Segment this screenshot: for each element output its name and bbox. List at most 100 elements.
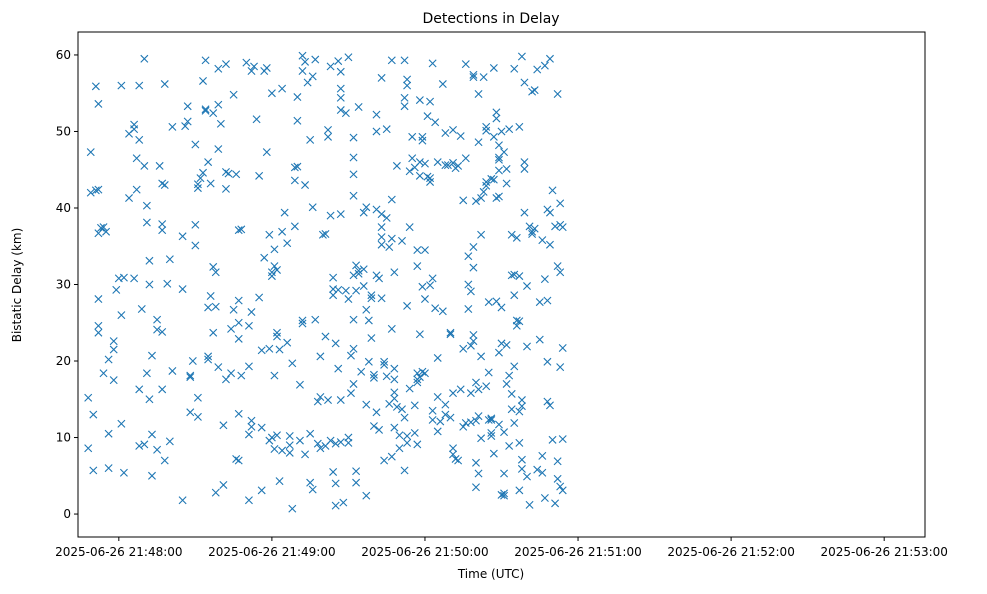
data-point bbox=[466, 287, 475, 296]
data-point bbox=[556, 363, 565, 372]
data-point bbox=[96, 223, 105, 232]
data-point bbox=[86, 148, 95, 157]
data-point bbox=[377, 73, 386, 82]
data-point bbox=[104, 429, 113, 438]
data-point bbox=[372, 127, 381, 136]
data-point bbox=[459, 344, 468, 353]
data-point bbox=[359, 208, 368, 217]
data-point bbox=[336, 396, 345, 405]
data-point bbox=[479, 187, 488, 196]
data-point bbox=[377, 210, 386, 219]
data-point bbox=[94, 229, 103, 238]
data-point bbox=[326, 211, 335, 220]
data-point bbox=[474, 412, 483, 421]
data-point bbox=[466, 418, 475, 427]
data-point bbox=[441, 129, 450, 137]
data-point bbox=[160, 80, 169, 89]
data-point bbox=[375, 425, 384, 434]
data-point bbox=[247, 422, 256, 431]
data-point bbox=[344, 433, 353, 442]
data-point bbox=[357, 367, 366, 376]
data-point bbox=[364, 357, 373, 366]
data-point bbox=[520, 164, 529, 173]
data-point bbox=[293, 116, 302, 125]
data-point bbox=[471, 378, 480, 387]
data-point bbox=[413, 262, 422, 271]
data-point bbox=[349, 153, 358, 162]
data-point bbox=[206, 291, 215, 300]
data-point bbox=[216, 119, 225, 128]
data-point bbox=[283, 239, 292, 248]
data-point bbox=[420, 159, 429, 168]
data-point bbox=[334, 57, 343, 66]
data-point bbox=[408, 132, 417, 141]
data-point bbox=[410, 401, 419, 410]
data-point bbox=[494, 166, 503, 175]
data-point bbox=[403, 301, 412, 310]
data-point bbox=[204, 303, 213, 312]
data-point bbox=[380, 357, 389, 366]
data-point bbox=[199, 168, 207, 177]
data-point bbox=[413, 378, 422, 387]
data-point bbox=[418, 136, 427, 145]
data-point bbox=[334, 285, 343, 294]
data-point bbox=[449, 158, 458, 167]
data-point bbox=[471, 416, 480, 425]
data-point bbox=[206, 179, 215, 188]
data-point bbox=[510, 64, 519, 73]
data-point bbox=[229, 90, 238, 99]
data-point bbox=[163, 279, 172, 288]
data-point bbox=[130, 120, 139, 129]
data-point bbox=[306, 135, 315, 144]
data-point bbox=[364, 316, 373, 325]
data-point bbox=[352, 478, 361, 487]
data-point bbox=[209, 262, 218, 271]
data-point bbox=[538, 468, 547, 477]
data-point bbox=[543, 357, 552, 366]
data-point bbox=[329, 273, 338, 282]
data-point bbox=[545, 240, 554, 249]
x-tick-label: 2025-06-26 21:50:00 bbox=[361, 545, 488, 559]
data-point bbox=[392, 161, 401, 170]
data-point bbox=[298, 67, 307, 76]
x-tick-label: 2025-06-26 21:49:00 bbox=[208, 545, 335, 559]
data-point bbox=[375, 274, 384, 283]
data-point bbox=[336, 210, 345, 219]
data-point bbox=[252, 115, 261, 124]
data-point bbox=[94, 99, 103, 108]
data-point bbox=[186, 371, 195, 380]
data-point bbox=[283, 338, 292, 347]
data-point bbox=[449, 389, 458, 398]
data-point bbox=[551, 222, 560, 231]
y-tick-label: 10 bbox=[56, 431, 71, 445]
data-point bbox=[415, 158, 424, 167]
data-point bbox=[308, 72, 317, 81]
data-point bbox=[257, 346, 266, 355]
data-point bbox=[255, 293, 264, 302]
data-point bbox=[94, 328, 103, 337]
data-point bbox=[482, 181, 491, 190]
data-point bbox=[178, 232, 187, 241]
data-point bbox=[433, 353, 442, 362]
data-point bbox=[270, 245, 279, 254]
data-point bbox=[352, 286, 361, 295]
data-point bbox=[494, 141, 503, 150]
data-point bbox=[234, 334, 243, 343]
data-point bbox=[165, 255, 174, 264]
data-point bbox=[191, 140, 200, 149]
data-point bbox=[471, 197, 480, 206]
data-point bbox=[181, 122, 190, 131]
data-point bbox=[193, 412, 202, 421]
data-point bbox=[474, 385, 483, 394]
data-point bbox=[168, 122, 177, 131]
data-point bbox=[400, 413, 409, 422]
data-point bbox=[492, 114, 501, 123]
data-point bbox=[487, 432, 496, 440]
data-point bbox=[119, 468, 128, 477]
data-point bbox=[298, 319, 307, 328]
data-point bbox=[535, 335, 544, 344]
data-point bbox=[117, 81, 126, 90]
data-point bbox=[520, 158, 529, 167]
y-tick-label: 50 bbox=[56, 124, 71, 138]
data-point bbox=[104, 355, 113, 364]
